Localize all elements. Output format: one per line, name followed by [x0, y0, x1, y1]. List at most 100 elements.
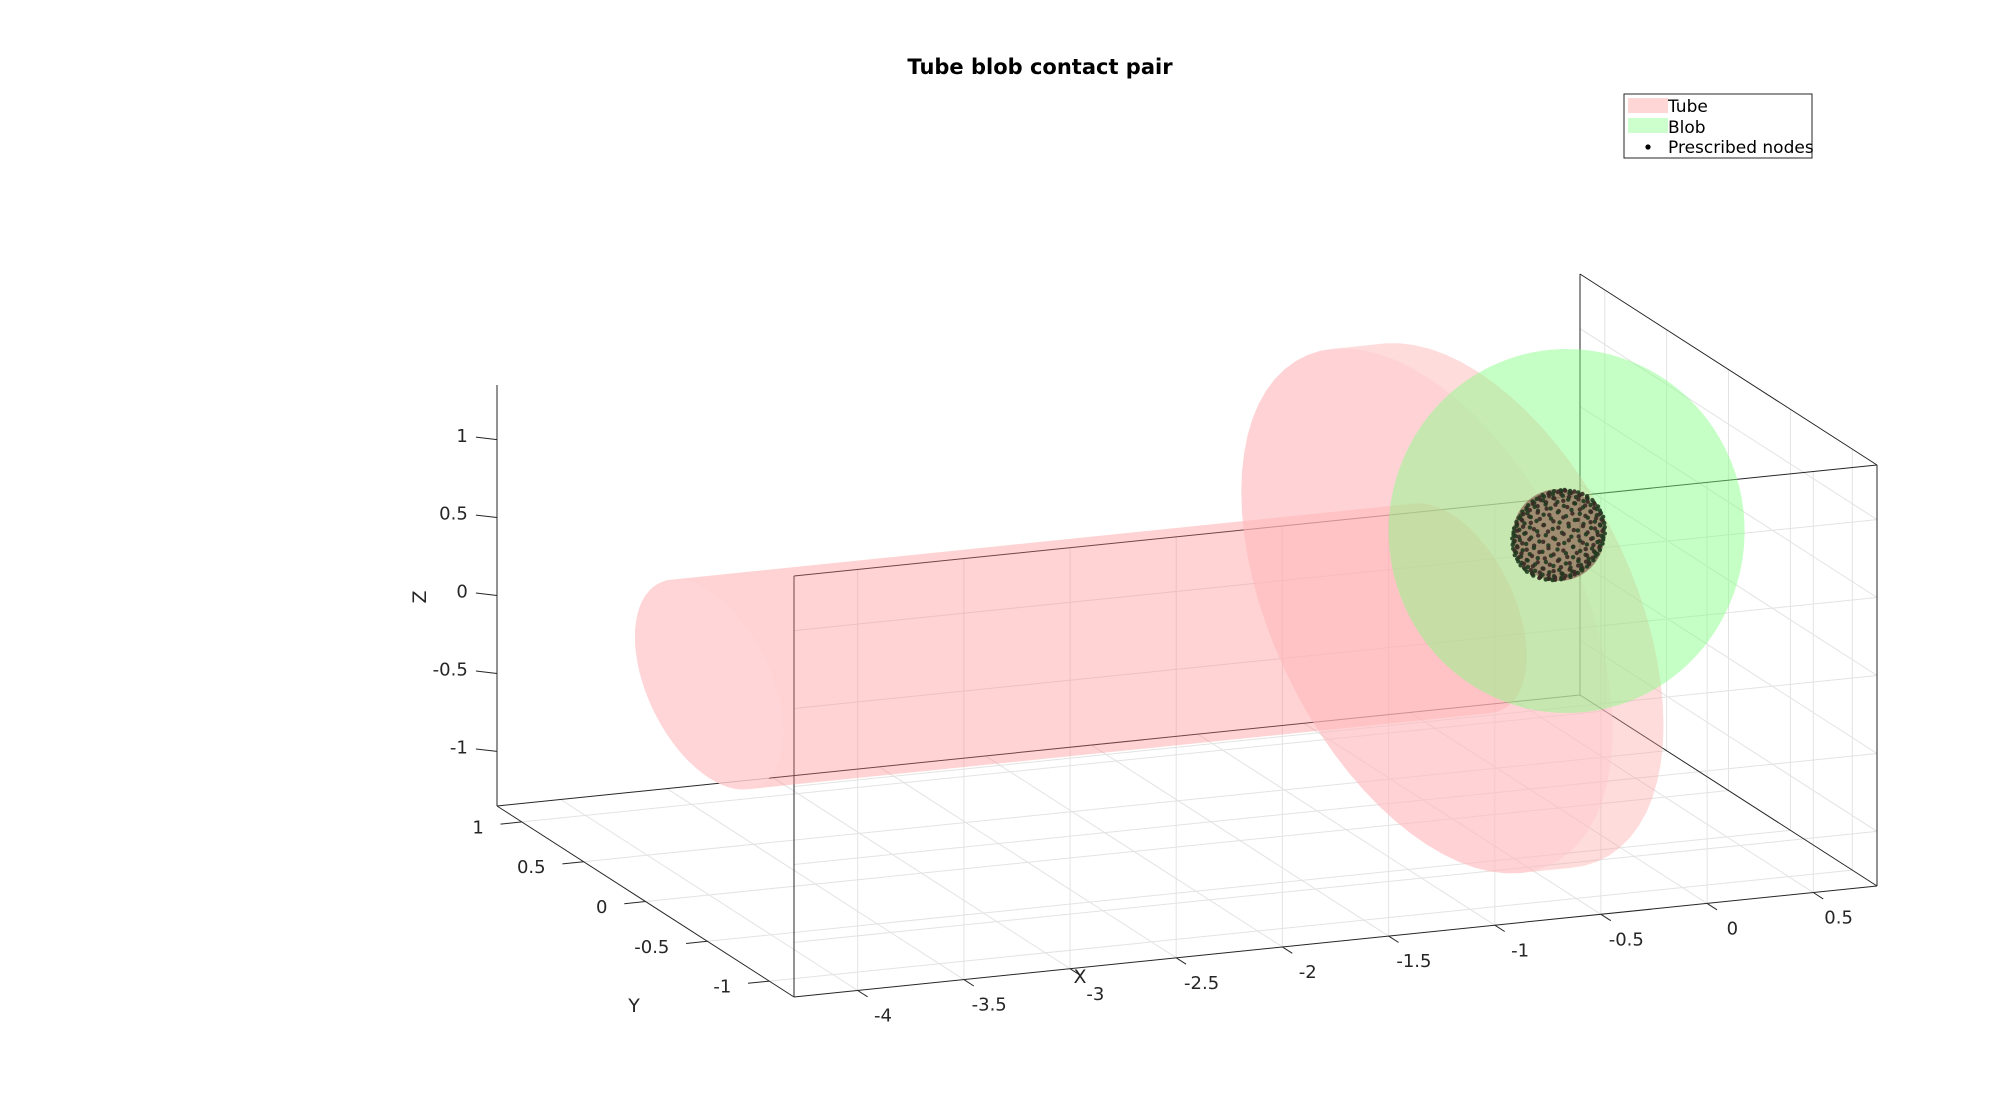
prescribed-node [1595, 532, 1601, 538]
prescribed-node [1525, 511, 1530, 516]
prescribed-node [1518, 563, 1523, 568]
prescribed-node [1570, 511, 1575, 516]
prescribed-node [1555, 489, 1561, 495]
prescribed-node [1532, 568, 1538, 573]
legend-swatch-tube [1628, 98, 1668, 113]
prescribed-node [1573, 501, 1578, 506]
grid-line-z-back [793, 675, 1878, 787]
prescribed-node [1555, 510, 1561, 515]
x-tick-mark [1282, 946, 1293, 954]
prescribed-node [1547, 512, 1552, 518]
legend-swatch-blob [1628, 118, 1668, 133]
prescribed-node [1527, 537, 1532, 542]
prescribed-node [1556, 542, 1561, 547]
tick-labels: -4 -3.5 -3 -2.5 -2 -1.5 -1 -0.5 0 0.5 -1 -0.5 0 0.5 1 -… [433, 426, 1853, 1027]
prescribed-node [1520, 541, 1525, 546]
prescribed-node [1543, 559, 1549, 565]
z-tick-mark [475, 514, 498, 518]
prescribed-node [1580, 505, 1586, 510]
x-tick-mark [1600, 913, 1612, 922]
prescribed-node [1567, 561, 1572, 566]
legend-label-tube: Tube [1667, 97, 1708, 117]
x-tick-mark [1388, 935, 1399, 943]
prescribed-node [1563, 551, 1569, 556]
prescribed-node [1548, 506, 1553, 511]
plot-objects [635, 343, 1745, 874]
grid-line-y-floor [769, 869, 1853, 982]
grid-line-z-side [1579, 406, 1878, 598]
prescribed-node [1560, 493, 1566, 498]
prescribed-node [1541, 523, 1546, 528]
prescribed-node [1546, 493, 1552, 499]
prescribed-node [1566, 524, 1572, 529]
prescribed-node [1577, 493, 1582, 498]
prescribed-node [1510, 542, 1515, 547]
prescribed-node [1524, 541, 1529, 547]
y-tick-label: -0.5 [634, 937, 669, 958]
prescribed-node [1571, 527, 1577, 533]
prescribed-node [1532, 504, 1537, 509]
x-tick-label: -2.5 [1184, 973, 1219, 994]
prescribed-node [1535, 555, 1541, 561]
prescribed-node [1534, 496, 1539, 502]
z-tick-label: -1 [450, 738, 468, 759]
prescribed-node [1529, 553, 1535, 559]
x-tick-mark [1069, 968, 1081, 976]
x-tick-label: 0 [1727, 919, 1738, 940]
x-tick-label: 0.5 [1824, 908, 1853, 929]
prescribed-node [1595, 539, 1600, 545]
prescribed-node [1546, 546, 1551, 551]
prescribed-node [1585, 499, 1590, 504]
prescribed-node [1591, 558, 1596, 563]
prescribed-node [1577, 507, 1583, 512]
prescribed-node [1528, 520, 1534, 525]
prescribed-node [1543, 533, 1549, 538]
prescribed-node [1536, 533, 1541, 538]
y-tick-mark [624, 901, 646, 905]
y-tick-mark [747, 980, 770, 984]
y-tick-label: 1 [472, 817, 483, 838]
tube-end-cap [635, 579, 784, 790]
prescribed-node [1531, 573, 1536, 578]
z-tick-label: 1 [456, 426, 467, 447]
prescribed-node [1535, 510, 1540, 515]
prescribed-node [1593, 516, 1599, 521]
tube-flange-rim [1241, 343, 1664, 874]
prescribed-node [1555, 547, 1560, 552]
prescribed-node [1565, 504, 1570, 510]
prescribed-node [1588, 509, 1594, 515]
y-tick-mark [500, 821, 522, 825]
prescribed-node [1541, 512, 1546, 517]
y-tick-mark [686, 940, 708, 944]
x-tick-mark [1813, 892, 1824, 900]
x-tick-label: -1 [1511, 940, 1529, 961]
tube-body [635, 503, 1527, 790]
grid-line-z-side [1579, 639, 1878, 832]
prescribed-node [1557, 520, 1562, 525]
legend[interactable]: Tube Blob Prescribed nodes [1623, 93, 1814, 159]
grid-line-z-side [1579, 484, 1878, 676]
y-axis-label: Y [627, 995, 640, 1017]
prescribed-node [1550, 526, 1555, 532]
grid-line-z-back [793, 830, 1878, 943]
z-tick-mark [475, 670, 498, 674]
legend-label-blob: Blob [1668, 118, 1706, 138]
prescribed-node [1602, 531, 1608, 536]
prescribed-node [1556, 525, 1561, 530]
prescribed-node [1592, 526, 1598, 531]
prescribed-node [1576, 558, 1581, 564]
prescribed-node [1550, 492, 1556, 497]
prescribed-node [1542, 556, 1548, 561]
prescribed-node [1577, 511, 1583, 516]
z-tick-mark [475, 592, 498, 596]
prescribed-node [1537, 549, 1542, 555]
prescribed-node [1570, 555, 1576, 560]
prescribed-node [1570, 544, 1576, 550]
grid-line-z-back [793, 519, 1878, 632]
x-tick-mark [857, 990, 868, 998]
prescribed-node [1569, 507, 1574, 513]
prescribed-node [1561, 498, 1566, 503]
grid-line-y-floor [645, 790, 1729, 902]
prescribed-node [1520, 524, 1526, 529]
